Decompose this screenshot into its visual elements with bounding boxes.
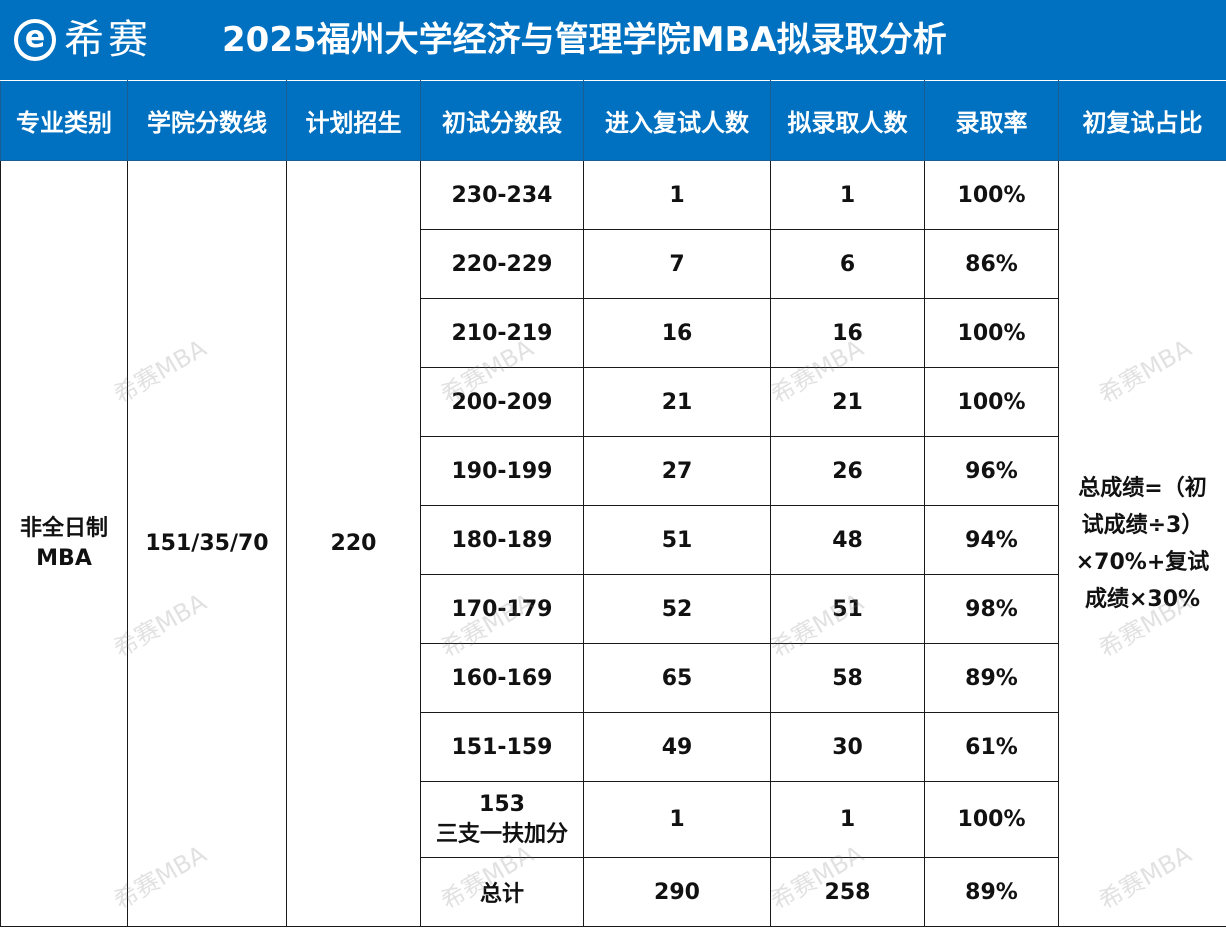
col-header-score-range: 初试分数段 (420, 80, 584, 161)
ratio-note-line2: 试成绩÷3） (1081, 512, 1204, 538)
e-circle-logo-icon: e (14, 19, 56, 61)
enter-count-cell: 7 (583, 229, 771, 299)
table-row: 210-219 16 16 100% (1, 298, 1226, 368)
enter-count-cell: 16 (583, 298, 771, 368)
col-header-weight-ratio: 初复试占比 (1058, 80, 1226, 161)
score-range-cell: 170-179 (420, 574, 584, 644)
admit-rate-cell: 61% (924, 712, 1059, 782)
score-range-cell: 200-209 (420, 367, 584, 437)
admit-rate-cell: 100% (924, 781, 1059, 858)
page-title: 2025福州大学经济与管理学院MBA拟录取分析 (222, 20, 947, 60)
table-row: 170-179 52 51 98% (1, 574, 1226, 644)
total-rate-cell: 89% (924, 857, 1059, 927)
admit-rate-cell: 100% (924, 367, 1059, 437)
logo-text: 希赛 (64, 17, 152, 63)
score-range-cell: 210-219 (420, 298, 584, 368)
admission-table: 专业类别 学院分数线 计划招生 初试分数段 进入复试人数 拟录取人数 录取率 初… (0, 80, 1226, 927)
table-row: 151-159 49 30 61% (1, 712, 1226, 782)
table-header-row: 专业类别 学院分数线 计划招生 初试分数段 进入复试人数 拟录取人数 录取率 初… (0, 80, 1226, 161)
admit-count-cell: 51 (770, 574, 925, 644)
ratio-note-line4: 成绩×30% (1084, 586, 1201, 612)
col-header-admitted: 拟录取人数 (770, 80, 925, 161)
admit-count-cell: 6 (770, 229, 925, 299)
admit-count-cell: 21 (770, 367, 925, 437)
ratio-note-line3: ×70%+复试 (1075, 549, 1210, 575)
score-range-cell: 230-234 (420, 160, 584, 230)
enter-count-cell: 65 (583, 643, 771, 713)
enter-count-cell: 1 (583, 781, 771, 858)
admit-count-cell: 1 (770, 781, 925, 858)
program-line2: MBA (36, 545, 92, 571)
table-row: 200-209 21 21 100% (1, 367, 1226, 437)
admit-rate-cell: 100% (924, 160, 1059, 230)
school-line-cell: 151/35/70 (127, 160, 287, 927)
col-header-enter-retest: 进入复试人数 (583, 80, 771, 161)
enter-count-cell: 49 (583, 712, 771, 782)
total-row: 总计 290 258 89% (1, 857, 1226, 927)
score-range-cell: 180-189 (420, 505, 584, 575)
score-range-cell: 160-169 (420, 643, 584, 713)
admit-rate-cell: 98% (924, 574, 1059, 644)
admit-count-cell: 26 (770, 436, 925, 506)
col-header-admit-rate: 录取率 (924, 80, 1059, 161)
table-row: 180-189 51 48 94% (1, 505, 1226, 575)
brand-logo: e 希赛 (14, 16, 152, 64)
title-bar: e 希赛 2025福州大学经济与管理学院MBA拟录取分析 (0, 0, 1226, 80)
table-row: 190-199 27 26 96% (1, 436, 1226, 506)
table-row: 非全日制 MBA 151/35/70 220 230-234 1 1 100% … (0, 160, 1226, 927)
special-score-line1: 153 (479, 791, 525, 817)
score-range-cell: 220-229 (420, 229, 584, 299)
col-header-school-line: 学院分数线 (127, 80, 287, 161)
table-row: 153 三支一扶加分 1 1 100% (1, 781, 1226, 858)
admit-count-cell: 1 (770, 160, 925, 230)
total-enter-cell: 290 (583, 857, 771, 927)
plan-cell: 220 (286, 160, 421, 927)
enter-count-cell: 52 (583, 574, 771, 644)
program-cell: 非全日制 MBA (0, 160, 128, 927)
enter-count-cell: 21 (583, 367, 771, 437)
score-range-cell: 190-199 (420, 436, 584, 506)
score-range-cell: 151-159 (420, 712, 584, 782)
ratio-note-line1: 总成绩=（初 (1078, 475, 1207, 501)
enter-count-cell: 1 (583, 160, 771, 230)
admit-rate-cell: 94% (924, 505, 1059, 575)
admit-rate-cell: 96% (924, 436, 1059, 506)
enter-count-cell: 27 (583, 436, 771, 506)
col-header-program: 专业类别 (0, 80, 128, 161)
col-header-plan: 计划招生 (286, 80, 421, 161)
admit-count-cell: 16 (770, 298, 925, 368)
program-line1: 非全日制 (19, 515, 108, 541)
admit-count-cell: 58 (770, 643, 925, 713)
ratio-note-cell: 总成绩=（初 试成绩÷3） ×70%+复试 成绩×30% (1058, 160, 1226, 927)
special-score-cell: 153 三支一扶加分 (420, 781, 584, 858)
special-score-line2: 三支一扶加分 (435, 821, 568, 847)
admit-rate-cell: 100% (924, 298, 1059, 368)
admit-count-cell: 30 (770, 712, 925, 782)
total-label-cell: 总计 (420, 857, 584, 927)
admit-rate-cell: 86% (924, 229, 1059, 299)
table-row: 160-169 65 58 89% (1, 643, 1226, 713)
total-admit-cell: 258 (770, 857, 925, 927)
table-row: 220-229 7 6 86% (1, 229, 1226, 299)
admit-count-cell: 48 (770, 505, 925, 575)
enter-count-cell: 51 (583, 505, 771, 575)
admit-rate-cell: 89% (924, 643, 1059, 713)
